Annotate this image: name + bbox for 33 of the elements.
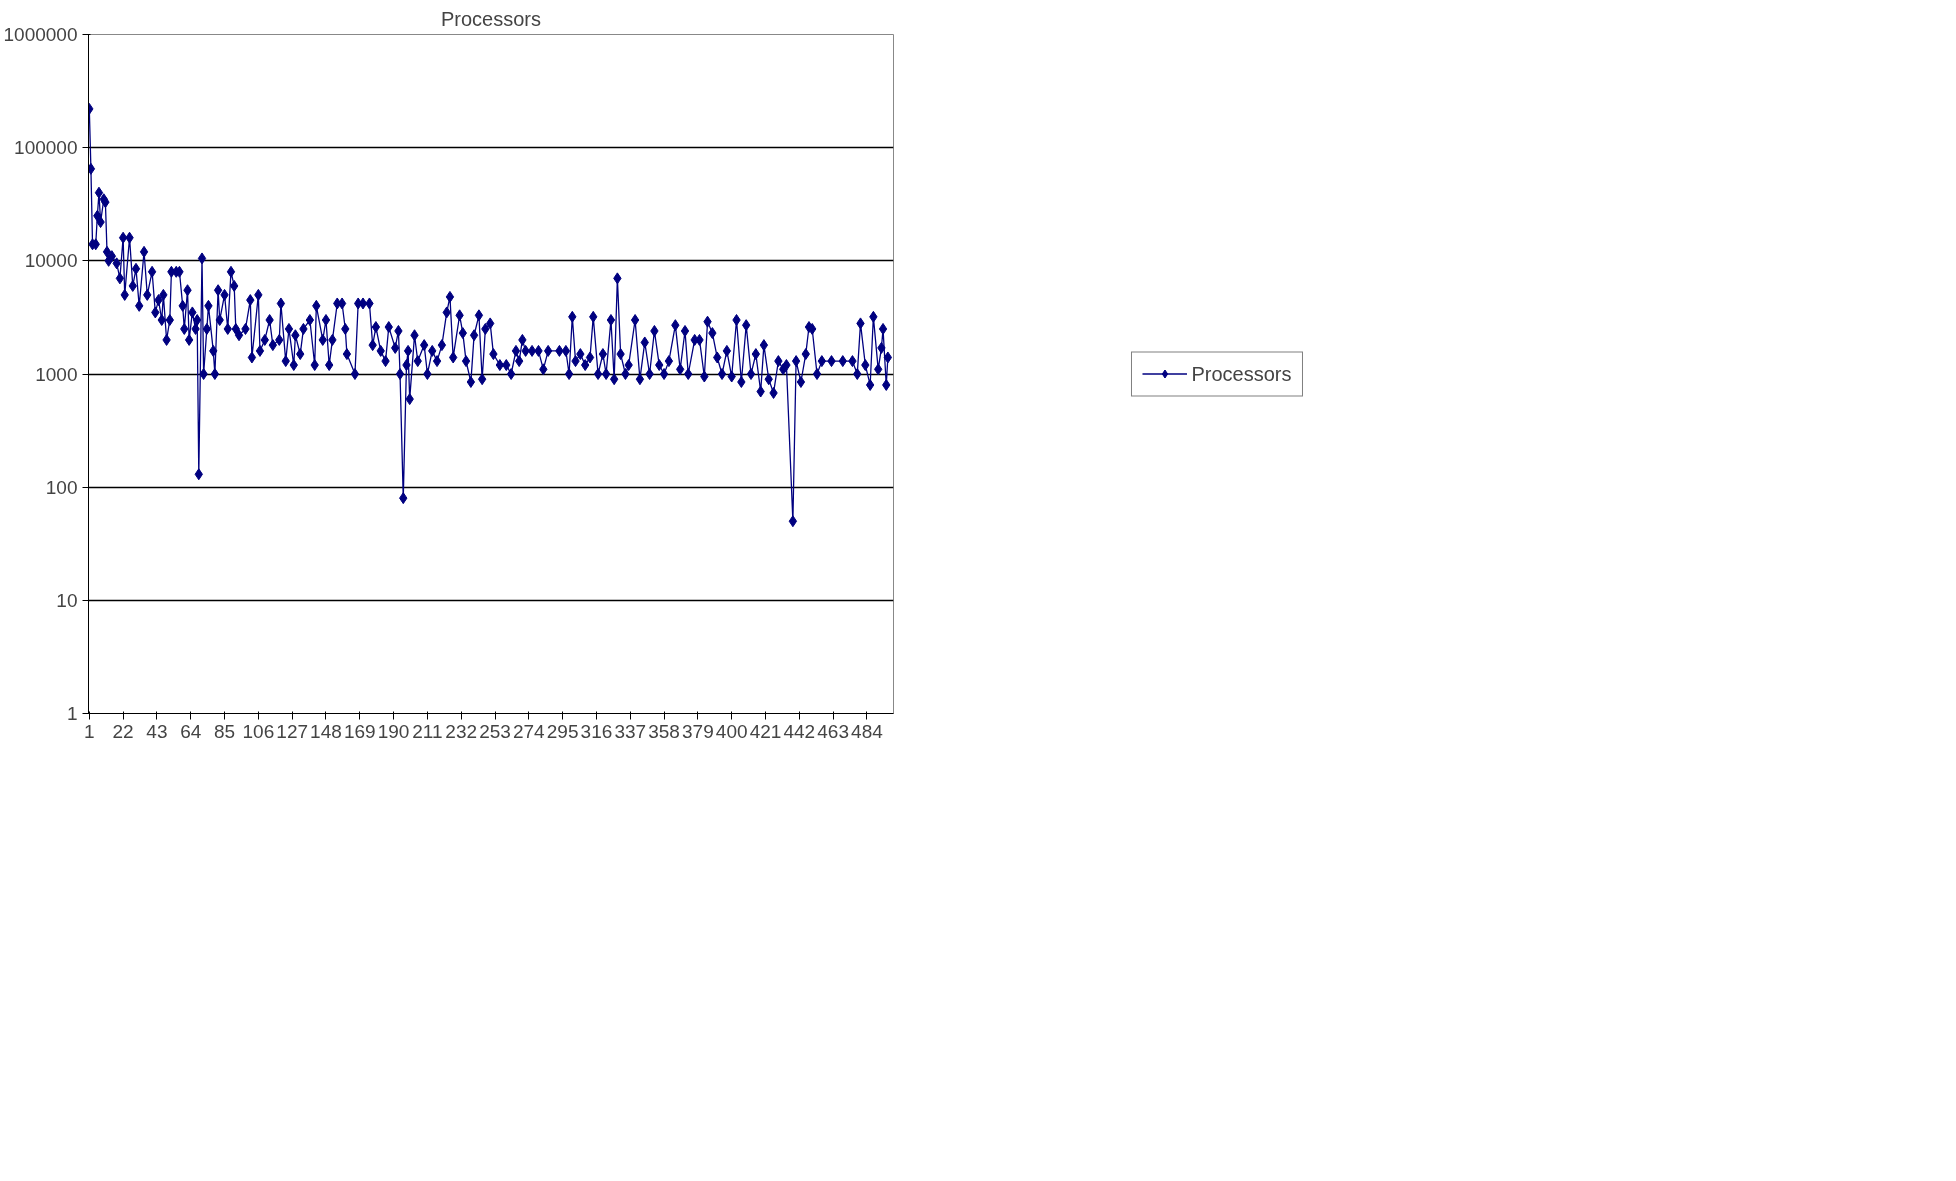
x-tick-label: 274 bbox=[512, 720, 546, 742]
y-tick-label: 100 bbox=[45, 476, 78, 498]
x-tick-label: 1 bbox=[84, 720, 95, 742]
x-tick-label: 337 bbox=[614, 720, 647, 742]
x-tick-label: 43 bbox=[146, 720, 168, 742]
y-tick-label: 1 bbox=[66, 703, 78, 724]
x-tick-label: 358 bbox=[648, 720, 680, 742]
y-tick-label: 100000 bbox=[14, 137, 78, 159]
x-tick-label: 253 bbox=[479, 720, 511, 742]
x-tick-label: 106 bbox=[242, 720, 275, 742]
x-tick-label: 22 bbox=[112, 720, 134, 742]
y-tick-label: 1000000 bbox=[3, 24, 78, 45]
x-tick-label: 295 bbox=[546, 720, 579, 742]
x-tick-label: 127 bbox=[276, 720, 309, 742]
x-tick-label: 148 bbox=[310, 720, 342, 742]
x-tick-label: 484 bbox=[851, 720, 884, 742]
x-tick-label: 85 bbox=[213, 720, 236, 742]
x-tick-label: 211 bbox=[412, 720, 443, 742]
x-tick-label: 421 bbox=[749, 720, 782, 742]
x-tick-label: 64 bbox=[180, 720, 202, 742]
x-tick-label: 190 bbox=[377, 720, 410, 742]
x-tick-label: 463 bbox=[817, 720, 849, 742]
x-tick-label: 400 bbox=[715, 720, 748, 742]
legend-label: Processors bbox=[1191, 362, 1292, 385]
y-tick-label: 1000 bbox=[35, 363, 78, 385]
x-tick-label: 169 bbox=[343, 720, 376, 742]
x-tick-label: 232 bbox=[445, 720, 478, 742]
x-tick-label: 316 bbox=[580, 720, 613, 742]
y-tick-label: 10000 bbox=[24, 250, 78, 272]
chart-title: Processors bbox=[440, 7, 542, 30]
x-tick-label: 442 bbox=[783, 720, 816, 742]
y-tick-label: 10 bbox=[56, 589, 78, 611]
x-tick-label: 379 bbox=[682, 720, 714, 742]
